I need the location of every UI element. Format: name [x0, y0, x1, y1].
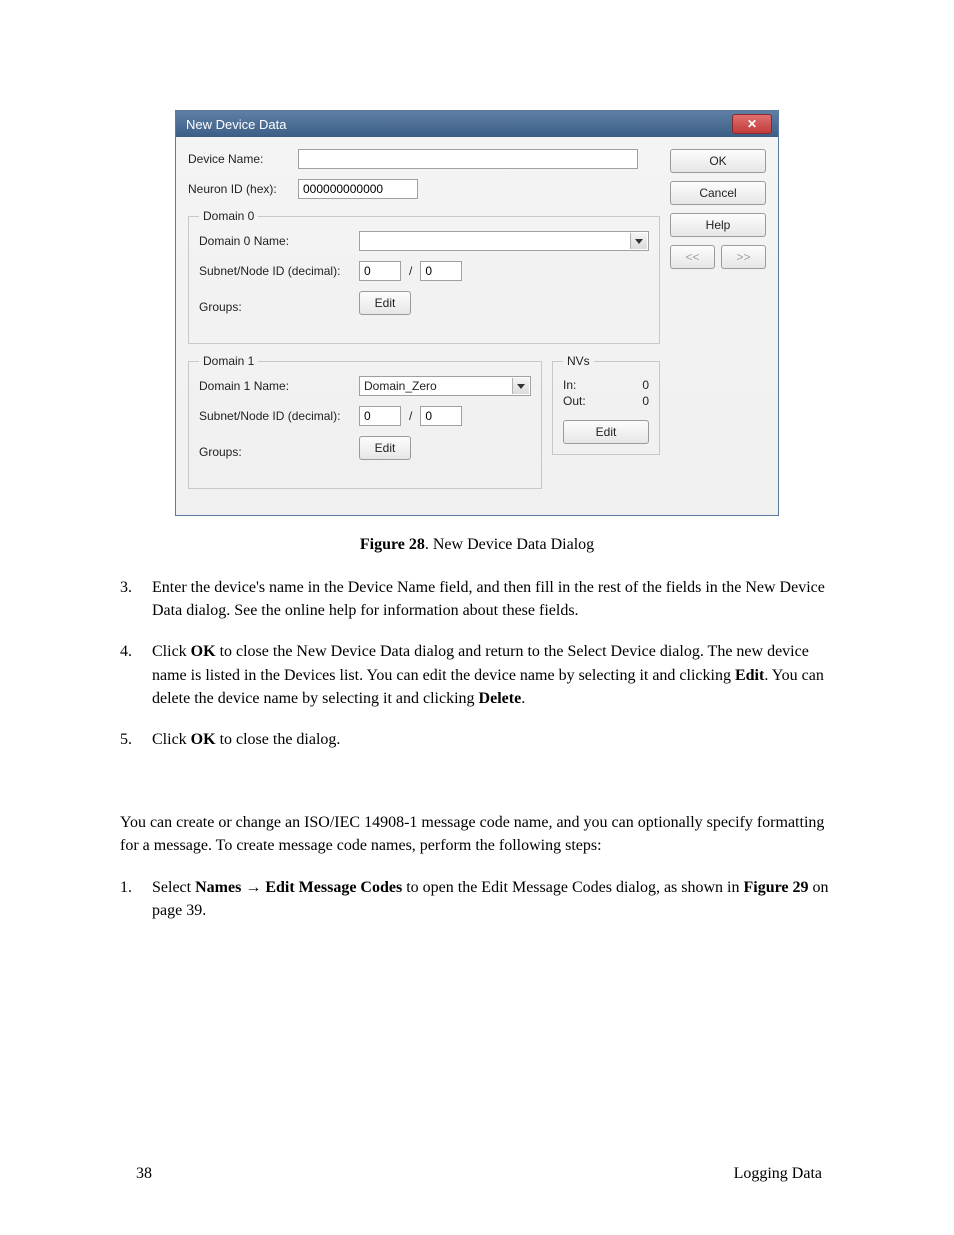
domain1-name-combo[interactable]: Domain_Zero: [359, 376, 531, 396]
figure-number: Figure 28: [360, 536, 425, 553]
domain0-node-input[interactable]: [420, 261, 462, 281]
domain0-groups-edit-button[interactable]: Edit: [359, 291, 411, 315]
dialog-left-column: Device Name: Neuron ID (hex): Domain 0 D…: [188, 149, 660, 499]
domain0-name-label: Domain 0 Name:: [199, 234, 359, 248]
step-3: Enter the device's name in the Device Na…: [120, 576, 834, 622]
cancel-button[interactable]: Cancel: [670, 181, 766, 205]
domain1-node-input[interactable]: [420, 406, 462, 426]
neuron-id-label: Neuron ID (hex):: [188, 182, 298, 196]
procedure-steps: Enter the device's name in the Device Na…: [120, 576, 834, 751]
close-icon: ✕: [747, 118, 757, 130]
domain1-legend: Domain 1: [199, 354, 258, 368]
page-footer: 38 Logging Data: [136, 1165, 822, 1183]
message-codes-intro: You can create or change an ISO/IEC 1490…: [120, 811, 834, 857]
step-3-text: Enter the device's name in the Device Na…: [152, 579, 825, 619]
step-4: Click OK to close the New Device Data di…: [120, 640, 834, 710]
neuron-id-input[interactable]: [298, 179, 418, 199]
chevron-down-icon: [512, 378, 529, 394]
section-title: Logging Data: [734, 1165, 822, 1183]
domain1-name-value: Domain_Zero: [364, 379, 437, 393]
dialog-right-column: OK Cancel Help << >>: [670, 149, 766, 499]
page-number: 38: [136, 1165, 152, 1183]
nvs-out-label: Out:: [563, 394, 586, 408]
domain0-legend: Domain 0: [199, 209, 258, 223]
dialog-title: New Device Data: [182, 117, 286, 132]
nvs-in-value: 0: [642, 378, 649, 392]
device-name-input[interactable]: [298, 149, 638, 169]
nvs-legend: NVs: [563, 354, 594, 368]
domain1-subnet-label: Subnet/Node ID (decimal):: [199, 409, 359, 423]
figure-caption-text: . New Device Data Dialog: [425, 536, 594, 553]
close-button[interactable]: ✕: [732, 114, 772, 134]
domain0-subnet-label: Subnet/Node ID (decimal):: [199, 264, 359, 278]
figure-caption: Figure 28. New Device Data Dialog: [120, 536, 834, 554]
domain0-subnet-input[interactable]: [359, 261, 401, 281]
nvs-out-value: 0: [642, 394, 649, 408]
domain1-subnet-input[interactable]: [359, 406, 401, 426]
chevron-down-icon: [630, 233, 647, 249]
prev-button[interactable]: <<: [670, 245, 715, 269]
device-name-label: Device Name:: [188, 152, 298, 166]
dialog-body: Device Name: Neuron ID (hex): Domain 0 D…: [176, 137, 778, 515]
ok-button[interactable]: OK: [670, 149, 766, 173]
dialog-titlebar: New Device Data ✕: [176, 111, 778, 137]
domain1-groups-edit-button[interactable]: Edit: [359, 436, 411, 460]
msg-step-1: Select Names → Edit Message Codes to ope…: [120, 876, 834, 922]
next-button[interactable]: >>: [721, 245, 766, 269]
nvs-edit-button[interactable]: Edit: [563, 420, 649, 444]
domain0-name-combo[interactable]: [359, 231, 649, 251]
domain0-groups-label: Groups:: [199, 300, 359, 314]
step-5: Click OK to close the dialog.: [120, 728, 834, 751]
new-device-data-dialog: New Device Data ✕ Device Name: Neuron ID…: [175, 110, 779, 516]
nvs-in-label: In:: [563, 378, 576, 392]
nvs-group: NVs In: 0 Out: 0 Edit: [552, 354, 660, 455]
slash-separator: /: [401, 264, 420, 278]
message-code-steps: Select Names → Edit Message Codes to ope…: [120, 876, 834, 922]
slash-separator: /: [401, 409, 420, 423]
document-page: New Device Data ✕ Device Name: Neuron ID…: [0, 0, 954, 1235]
domain1-group: Domain 1 Domain 1 Name: Domain_Zero Subn…: [188, 354, 542, 489]
help-button[interactable]: Help: [670, 213, 766, 237]
domain1-name-label: Domain 1 Name:: [199, 379, 359, 393]
domain1-groups-label: Groups:: [199, 445, 359, 459]
domain0-group: Domain 0 Domain 0 Name: Subnet/Node ID (…: [188, 209, 660, 344]
